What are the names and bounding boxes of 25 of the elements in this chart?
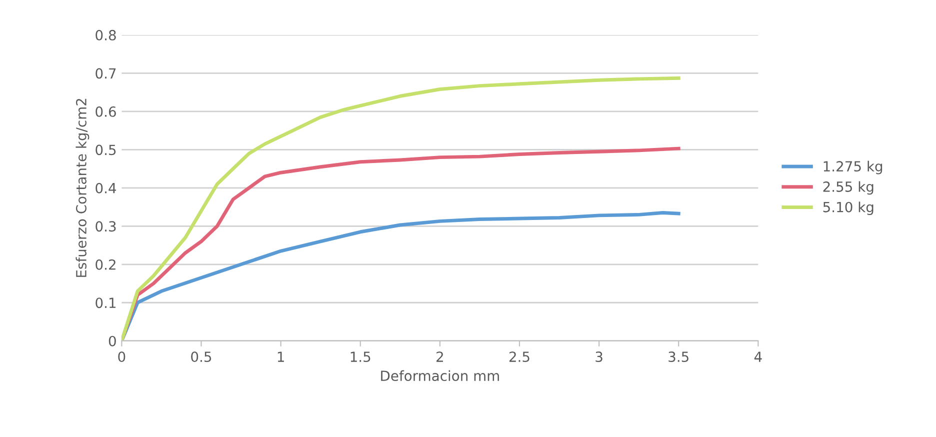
line-series: [122, 211, 680, 341]
x-tick-label: 3: [596, 352, 602, 362]
x-tick-label: 1: [278, 352, 284, 362]
x-tick-label: 2: [436, 352, 443, 362]
legend-label: 1.275 kg: [824, 160, 882, 174]
x-tick-label: 2.5: [509, 352, 530, 362]
x-tick-label: 0: [118, 352, 126, 362]
y-tick-label: 0.6: [96, 106, 116, 117]
x-tick-label: 1.5: [350, 352, 370, 362]
y-tick-label: 0.4: [96, 182, 116, 194]
y-tick-label: 0.8: [96, 30, 116, 40]
y-tick-label: 0: [108, 336, 116, 346]
y-tick-label: 0.7: [96, 68, 116, 79]
x-axis-title: Deformacion mm: [381, 370, 499, 382]
line-series: [122, 76, 680, 341]
x-tick-label: 0.5: [191, 352, 212, 362]
y-tick-label: 0.3: [96, 221, 116, 232]
x-tick-label: 4: [754, 352, 762, 362]
y-tick-label: 0.2: [96, 259, 116, 270]
x-tick-label: 3.5: [668, 352, 688, 362]
y-tick-label: 0.5: [96, 144, 116, 156]
legend-label: 2.55 kg: [823, 181, 874, 195]
legend-label: 5.10 kg: [823, 202, 874, 216]
y-axis-title: Esfuerzo Cortante kg/cm2: [76, 98, 90, 277]
y-tick-label: 0.1: [96, 298, 116, 308]
